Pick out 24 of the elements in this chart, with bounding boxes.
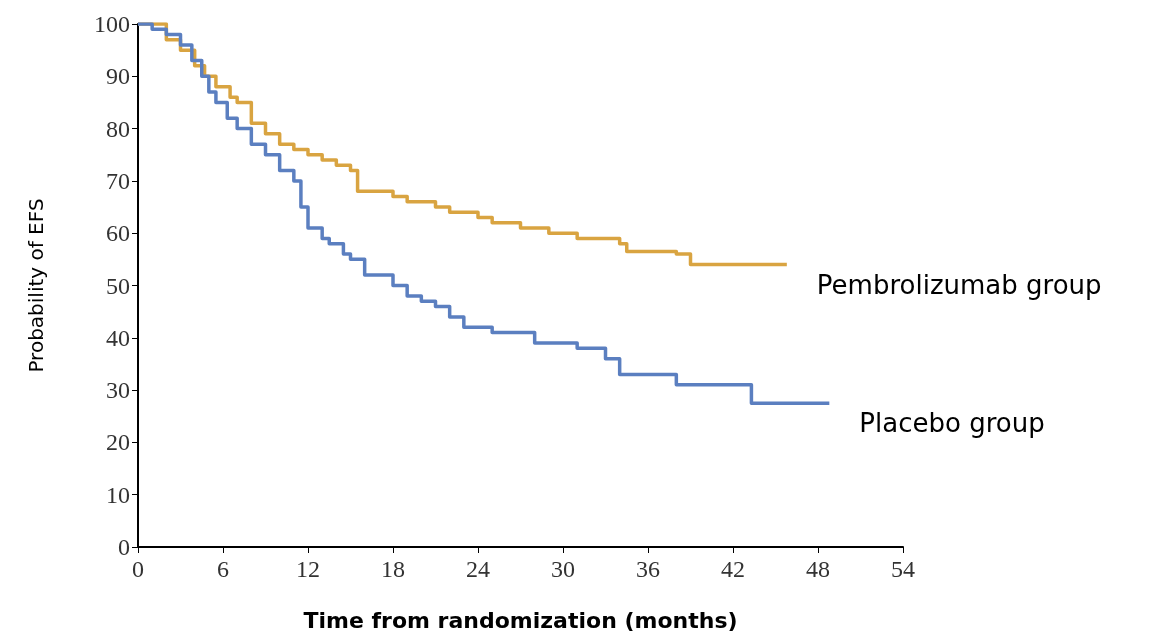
x-tick-label: 54 [891, 556, 915, 582]
y-tick-label: 70 [106, 167, 130, 194]
x-tick-label: 6 [217, 556, 229, 582]
x-tick-label: 48 [806, 556, 830, 582]
y-tick-label: 60 [106, 220, 130, 247]
y-tick-label: 20 [106, 429, 130, 456]
x-axis-title: Time from randomization (months) [303, 607, 738, 633]
y-axis-title: Probability of EFS [24, 198, 48, 373]
y-tick-label: 50 [106, 272, 130, 299]
x-tick-label: 24 [466, 556, 490, 582]
series-label: Placebo group [859, 408, 1045, 439]
x-tick-label: 18 [381, 556, 405, 582]
y-tick-label: 80 [106, 115, 130, 142]
y-tick-label: 100 [94, 11, 130, 37]
y-tick-label: 90 [106, 63, 130, 90]
y-tick-label: 30 [106, 377, 130, 404]
y-tick-label: 40 [106, 324, 130, 351]
x-tick-label: 36 [636, 556, 660, 582]
y-tick-label: 0 [118, 534, 130, 560]
x-tick-label: 12 [296, 556, 320, 582]
x-tick-label: 30 [551, 556, 575, 582]
series-label: Pembrolizumab group [816, 269, 1102, 300]
x-tick-label: 42 [721, 556, 745, 582]
y-tick-label: 10 [106, 481, 130, 508]
